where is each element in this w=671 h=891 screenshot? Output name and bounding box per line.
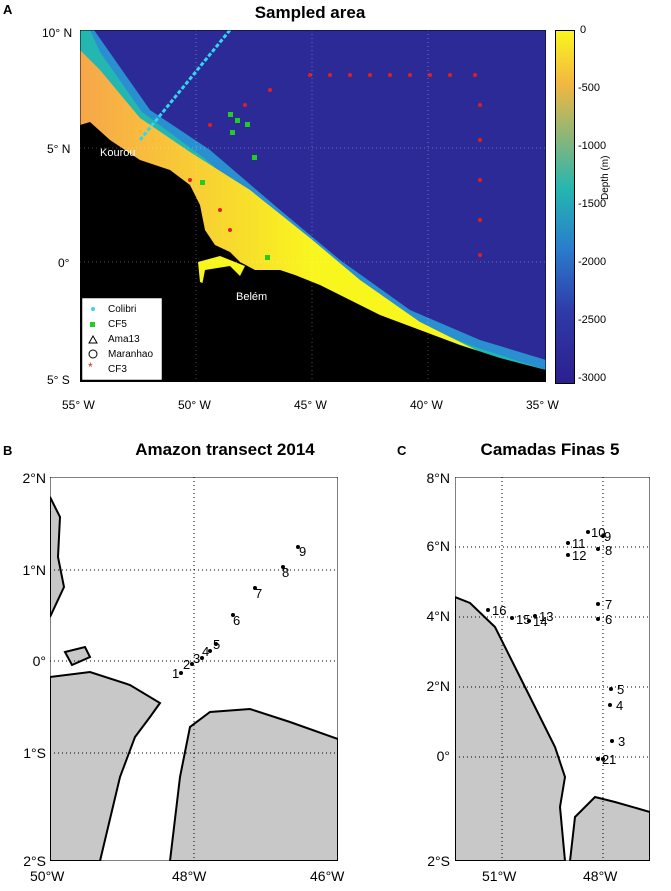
panel-c-lat-tick: 4°N: [426, 608, 451, 624]
label-belem: Belém: [236, 291, 267, 303]
panel-a-lat-tick: 5° N: [47, 142, 71, 156]
station-label: 3: [618, 734, 625, 749]
label-sao-luis: São Luis: [303, 331, 346, 343]
label-kourou: Kourou: [100, 147, 135, 159]
legend-ama13-label: Ama13: [108, 334, 140, 345]
station-label: 8: [605, 543, 612, 558]
panel-c-lat-tick: 0°: [436, 748, 450, 764]
legend-maranhao-label: Maranhao: [108, 349, 153, 360]
panel-b-lat-tick: 1°S: [23, 745, 46, 761]
station-label: 15: [516, 612, 530, 627]
legend-colibri-marker: [91, 307, 95, 311]
panel-c-map: 1 2 3 4 5 6 7 8 9 10 11 12 13 14 15 16: [455, 477, 650, 861]
station-label: 16: [492, 603, 506, 618]
panel-c-lat-tick: 8°N: [426, 470, 451, 486]
panel-a-letter: A: [3, 2, 13, 17]
colorbar-tick: -2000: [578, 256, 607, 268]
panel-b-title: Amazon transect 2014: [135, 440, 315, 459]
panel-a-map: Kourou Belém São Luis * Colibri CF5 Ama1…: [80, 30, 546, 382]
panel-b-lat-tick: 2°N: [22, 470, 47, 486]
panel-c-lat-tick: 2°N: [426, 678, 451, 694]
land-south-america: [80, 122, 546, 382]
panel-b-lon-tick: 46°W: [310, 868, 345, 884]
panel-a-legend: * Colibri CF5 Ama13 Maranhao CF3: [81, 297, 163, 381]
station-label: 10: [591, 525, 605, 540]
legend-cf3-label: CF3: [108, 364, 127, 375]
panel-b-land-island: [63, 645, 92, 667]
station-label: 5: [617, 682, 624, 697]
cf3-stations: [188, 73, 482, 257]
station-label: 2: [602, 752, 609, 767]
panel-b-stations: 1 2 3 4 5 6 7 8 9: [172, 544, 306, 681]
station-label: 1: [609, 752, 616, 767]
station-label: 4: [616, 698, 623, 713]
station-label: 9: [299, 544, 306, 559]
panel-a-lon-tick: 40° W: [410, 398, 443, 412]
station-label: 7: [605, 597, 612, 612]
station-label: 12: [572, 548, 586, 563]
panel-a-lon-tick: 35° W: [526, 398, 559, 412]
station-label: 7: [255, 586, 262, 601]
panel-b-letter: B: [3, 443, 13, 458]
station-label: 4: [202, 644, 209, 659]
colorbar-tick: 0: [580, 24, 587, 36]
panel-b-lat-tick: 2°S: [23, 853, 46, 869]
panel-c-lon-tick: 51°W: [482, 868, 517, 884]
panel-c-stations: 1 2 3 4 5 6 7 8 9 10 11 12 13 14 15 16: [486, 525, 625, 767]
station-label: 6: [233, 613, 240, 628]
colorbar-tick: -3000: [578, 372, 607, 384]
station-label: 3: [193, 651, 200, 666]
colorbar-tick: -1000: [578, 140, 607, 152]
land-belem: [198, 266, 242, 312]
panel-c-title: Camadas Finas 5: [480, 440, 620, 459]
station-label: 11: [572, 536, 586, 551]
panel-b-land-south: [50, 670, 162, 861]
panel-c-lat-tick: 2°S: [427, 853, 450, 869]
colorbar-tick: -1500: [578, 198, 607, 210]
panel-a-lat-tick: 10° N: [42, 26, 73, 40]
legend-cf5-marker: [90, 322, 95, 327]
panel-b-lat-tick: 1°N: [22, 562, 47, 578]
station-label: 13: [539, 609, 553, 624]
colorbar-label: Depth (m): [600, 155, 611, 200]
panel-c-land: [455, 595, 567, 861]
station-label: 5: [213, 637, 220, 652]
cf5-stations: [200, 112, 270, 260]
panel-b-lon-tick: 50°W: [30, 868, 65, 884]
station-label: 2: [183, 657, 190, 672]
panel-a-lon-tick: 55° W: [62, 398, 95, 412]
panel-c-lat-tick: 6°N: [426, 538, 451, 554]
panel-b-land-north: [50, 496, 66, 618]
panel-a-lat-tick: 5° S: [47, 373, 70, 387]
legend-ama13-marker: [88, 334, 98, 344]
legend-colibri-label: Colibri: [108, 304, 136, 315]
panel-c-land-east: [568, 795, 650, 861]
panel-b-lon-tick: 48°W: [172, 868, 207, 884]
station-label: 9: [604, 529, 611, 544]
panel-a-lon-tick: 50° W: [178, 398, 211, 412]
panel-a-lat-tick: 0°: [58, 256, 70, 270]
colorbar-tick: -2500: [578, 314, 607, 326]
panel-b-land-east: [168, 707, 338, 861]
panel-a-lon-tick: 45° W: [294, 398, 327, 412]
station-label: 6: [605, 612, 612, 627]
legend-cf5-label: CF5: [108, 319, 127, 330]
panel-a-title: Sampled area: [254, 3, 366, 22]
panel-b-lat-tick: 0°: [32, 653, 46, 669]
panel-b-map: 1 2 3 4 5 6 7 8 9: [50, 477, 338, 861]
legend-cf3-marker: *: [88, 360, 93, 374]
station-label: 14: [533, 614, 547, 629]
depth-colorbar: [555, 30, 575, 384]
panel-c-lon-tick: 48°W: [583, 868, 618, 884]
station-label: 8: [282, 565, 289, 580]
legend-maranhao-marker: [88, 349, 98, 359]
colorbar-tick: -500: [578, 82, 601, 94]
station-label: 1: [172, 666, 179, 681]
panel-c-letter: C: [397, 443, 407, 458]
